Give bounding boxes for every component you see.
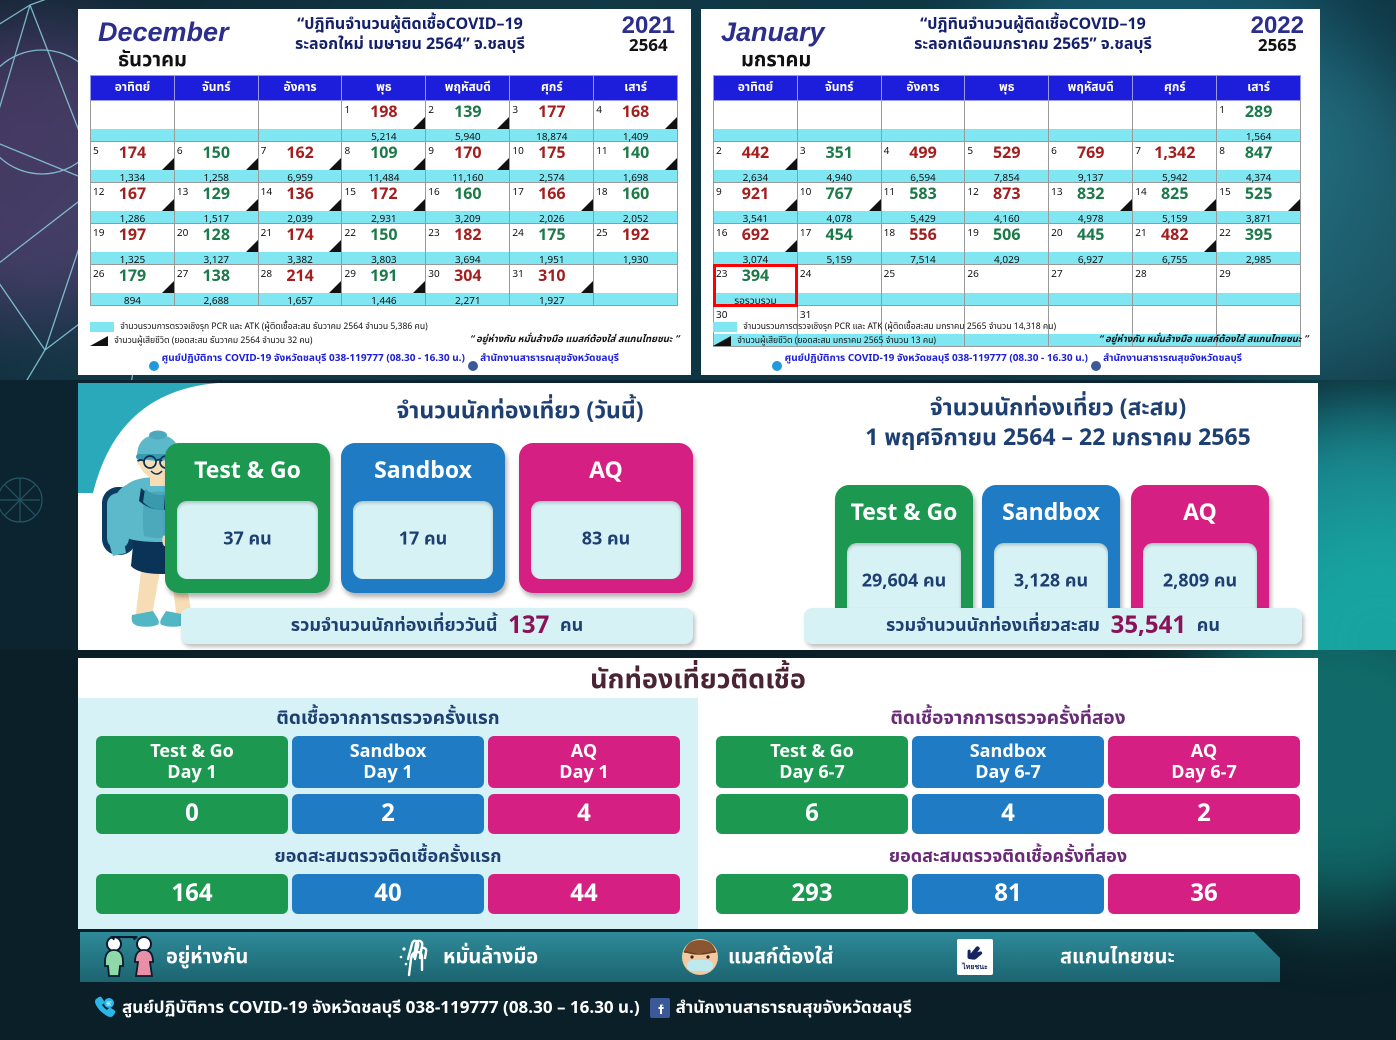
svg-text:ไทยชนะ: ไทยชนะ bbox=[961, 962, 988, 971]
